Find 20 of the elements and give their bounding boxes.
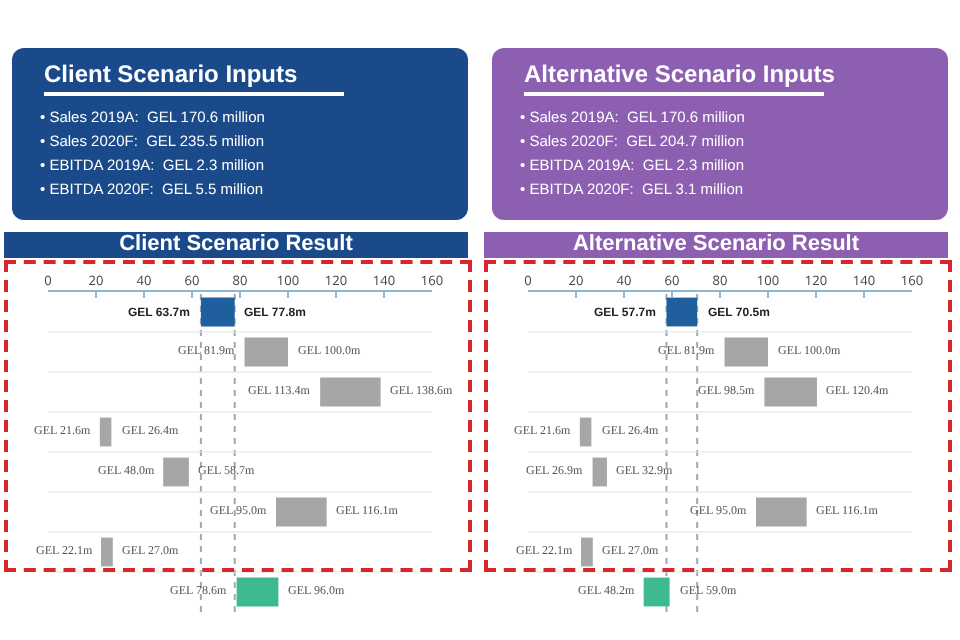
bar: [764, 377, 817, 407]
bar: [101, 537, 113, 567]
bar: [666, 297, 698, 327]
chart-title: Alternative Scenario Result: [484, 232, 948, 258]
bar: [581, 537, 593, 567]
bar: [163, 457, 189, 487]
bar: [643, 577, 670, 607]
bar: [756, 497, 807, 527]
bar: [99, 417, 112, 447]
bar: [236, 577, 279, 607]
chart-title: Client Scenario Result: [4, 232, 468, 258]
bar: [579, 417, 592, 447]
bar: [592, 457, 607, 487]
text: Alternative Scenario Inputs: [524, 60, 837, 88]
bar: [724, 337, 768, 367]
text: Client Scenario Inputs: [44, 60, 300, 88]
bar: [276, 497, 327, 527]
bar: [244, 337, 288, 367]
bar: [320, 377, 381, 407]
bar: [200, 297, 235, 327]
